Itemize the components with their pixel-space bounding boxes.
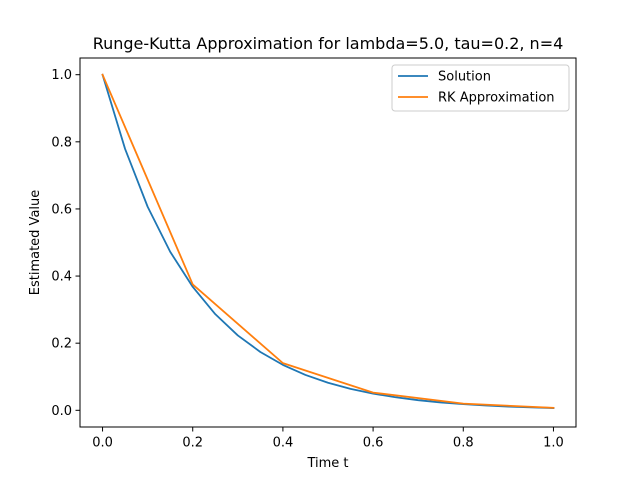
plot-frame: [79, 57, 577, 428]
series-line-rk-approximation: [101, 73, 555, 409]
legend-label-rk-approximation: RK Approximation: [438, 91, 555, 106]
x-tick-label: 0.4: [273, 436, 294, 451]
y-tick-label: 0.6: [51, 202, 72, 217]
legend: Solution RK Approximation: [391, 64, 570, 112]
y-axis-label: Estimated Value: [28, 190, 43, 296]
x-tick-label: 0.0: [92, 436, 113, 451]
y-tick-label: 0.4: [51, 270, 72, 285]
legend-box: [391, 64, 570, 112]
y-tick-label: 0.0: [51, 404, 72, 419]
plot-lines: [101, 73, 555, 409]
y-tick-label: 0.2: [51, 337, 72, 352]
x-tick-label: 0.6: [363, 436, 384, 451]
chart-title: Runge-Kutta Approximation for lambda=5.0…: [93, 34, 564, 53]
legend-label-solution: Solution: [438, 70, 491, 85]
x-tick-label: 1.0: [543, 436, 564, 451]
x-axis-ticks: 0.0 0.2 0.4 0.6 0.8 1.0: [92, 427, 564, 451]
y-tick-label: 0.8: [51, 135, 72, 150]
x-tick-label: 0.8: [453, 436, 474, 451]
x-tick-label: 0.2: [182, 436, 203, 451]
x-axis-label: Time t: [306, 456, 348, 471]
y-tick-label: 1.0: [51, 68, 72, 83]
y-axis-ticks: 0.0 0.2 0.4 0.6 0.8 1.0: [51, 68, 80, 419]
